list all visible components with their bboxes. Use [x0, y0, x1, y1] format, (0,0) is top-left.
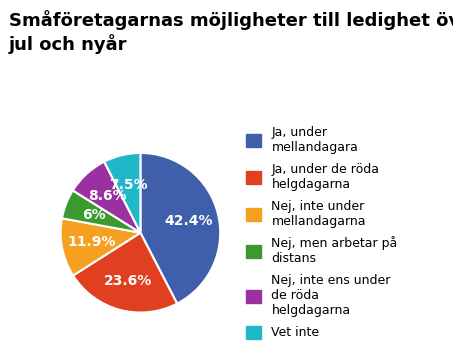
Wedge shape	[61, 218, 140, 275]
Wedge shape	[73, 162, 140, 233]
Text: 6%: 6%	[82, 208, 106, 222]
Wedge shape	[140, 153, 220, 303]
Wedge shape	[62, 190, 140, 233]
Wedge shape	[104, 153, 140, 233]
Text: Småföretagarnas möjligheter till ledighet över
jul och nyår: Småföretagarnas möjligheter till ledighe…	[9, 10, 453, 54]
Legend: Ja, under
mellandagara, Ja, under de röda
helgdagarna, Nej, inte under
mellandag: Ja, under mellandagara, Ja, under de röd…	[246, 126, 398, 340]
Text: 7.5%: 7.5%	[110, 178, 148, 192]
Text: 8.6%: 8.6%	[88, 189, 126, 203]
Text: 23.6%: 23.6%	[103, 273, 152, 287]
Text: 11.9%: 11.9%	[67, 235, 116, 249]
Wedge shape	[73, 233, 177, 313]
Text: 42.4%: 42.4%	[164, 214, 213, 228]
